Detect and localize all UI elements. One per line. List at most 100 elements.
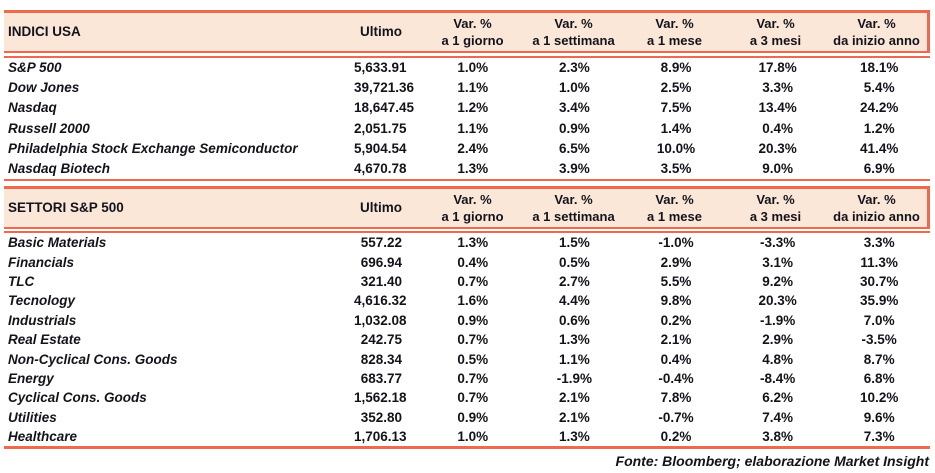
ultimo-column-header: Ultimo <box>360 199 402 215</box>
pct-value: 1.2% <box>863 120 895 136</box>
var-1-giorno-column-header: Var. % a 1 giorno <box>422 15 523 49</box>
table-row: Tecnology 4,616.32 1.6% 4.4% 9.8% 20.3% 35.9% <box>4 291 930 310</box>
row-label: Real Estate <box>8 332 81 348</box>
row-label: Cyclical Cons. Goods <box>8 390 147 406</box>
pct-value: 17.8% <box>758 60 797 76</box>
ultimo-value: 1,706.13 <box>354 429 407 445</box>
pct-value: -8.4% <box>759 371 796 387</box>
pct-value: 11.3% <box>860 254 898 270</box>
pct-value: 4.8% <box>762 351 793 367</box>
var-inizio-anno-column-header: Var. % da inizio anno <box>826 15 927 49</box>
table-row: Utilities 352.80 0.9% 2.1% -0.7% 7.4% 9.6% <box>4 408 930 427</box>
column-header-line1: Var. % <box>453 16 492 31</box>
pct-value: 6.9% <box>863 161 895 177</box>
table-row: TLC 321.40 0.7% 2.7% 5.5% 9.2% 30.7% <box>4 272 930 291</box>
header-double-divider <box>4 51 930 58</box>
pct-value: 0.4% <box>457 254 489 270</box>
column-header-line1: Var. % <box>453 191 492 207</box>
pct-value: 0.9% <box>457 312 489 328</box>
pct-value: 3.3% <box>863 235 895 251</box>
indici-usa-title: INDICI USA <box>8 24 81 39</box>
table-row: Cyclical Cons. Goods 1,562.18 0.7% 2.1% 7.8%… <box>4 388 930 407</box>
ultimo-value: 683.77 <box>360 371 402 387</box>
pct-value: 1.5% <box>559 235 590 251</box>
column-header-line1: Var. % <box>554 191 593 207</box>
pct-value: 5.5% <box>660 274 692 290</box>
table-row: S&P 500 5,633.91 1.0% 2.3% 8.9% 17.8% 18.1% <box>4 58 930 78</box>
pct-value: 6.5% <box>559 140 590 156</box>
column-header-line2: da inizio anno <box>833 33 920 48</box>
pct-value: 0.7% <box>457 371 489 387</box>
ultimo-value: 557.22 <box>360 235 402 251</box>
row-label: Utilities <box>8 409 57 425</box>
column-header-line1: Var. % <box>857 191 896 207</box>
pct-value: 0.2% <box>660 312 692 328</box>
var-1-giorno-column-header: Var. % a 1 giorno <box>422 191 523 225</box>
settori-header-row: SETTORI S&P 500 Ultimo Var. % a 1 giorno… <box>4 185 930 227</box>
pct-value: 5.4% <box>863 80 895 96</box>
var-1-settimana-column-header: Var. % a 1 settimana <box>523 191 624 225</box>
column-header-line2: a 3 mesi <box>749 208 802 224</box>
column-header-line2: a 1 mese <box>647 33 702 48</box>
ultimo-value: 1,562.18 <box>354 390 407 406</box>
indici-usa-body: S&P 500 5,633.91 1.0% 2.3% 8.9% 17.8% 18.1% Dow… <box>4 58 930 179</box>
ultimo-value: 1,032.08 <box>354 312 407 328</box>
pct-value: 2.9% <box>762 332 793 348</box>
row-label: Energy <box>8 371 54 387</box>
column-header-line2: da inizio anno <box>833 208 920 224</box>
ultimo-value: 5,633.91 <box>354 60 407 76</box>
pct-value: 0.7% <box>457 390 489 406</box>
pct-value: 0.7% <box>457 274 489 290</box>
pct-value: 1.2% <box>457 100 489 116</box>
pct-value: -3.3% <box>759 235 796 251</box>
table-bottom-divider <box>4 446 930 450</box>
table-row: Basic Materials 557.22 1.3% 1.5% -1.0% -3.3% 3… <box>4 233 930 252</box>
column-header-line2: a 1 settimana <box>532 33 615 48</box>
ultimo-value: 5,904.54 <box>354 140 407 156</box>
pct-value: 1.0% <box>457 429 489 445</box>
pct-value: 7.4% <box>762 409 793 425</box>
pct-value: -3.5% <box>861 332 897 348</box>
pct-value: 2.5% <box>660 80 692 96</box>
pct-value: 1.3% <box>457 235 489 251</box>
pct-value: 7.8% <box>660 390 692 406</box>
var-1-settimana-column-header: Var. % a 1 settimana <box>523 15 624 49</box>
var-3-mesi-column-header: Var. % a 3 mesi <box>725 15 826 49</box>
header-double-divider <box>4 226 930 234</box>
table-row: Real Estate 242.75 0.7% 1.3% 2.1% 2.9% -3.5% <box>4 330 930 349</box>
row-label: Russell 2000 <box>8 120 90 136</box>
pct-value: 35.9% <box>860 293 899 309</box>
column-header-line2: a 1 giorno <box>441 208 504 224</box>
pct-value: -1.0% <box>658 235 694 251</box>
ultimo-value: 18,647.45 <box>354 100 415 116</box>
pct-value: 1.4% <box>660 120 692 136</box>
pct-value: 0.9% <box>457 409 489 425</box>
pct-value: 4.4% <box>559 293 590 309</box>
pct-value: 1.3% <box>457 161 489 177</box>
pct-value: 10.0% <box>656 140 696 156</box>
pct-value: 6.8% <box>863 371 895 387</box>
settori-sp500-table: SETTORI S&P 500 Ultimo Var. % a 1 giorno… <box>4 185 930 450</box>
pct-value: 0.7% <box>457 332 489 348</box>
column-header-line1: Var. % <box>655 191 694 207</box>
pct-value: 3.8% <box>762 429 793 445</box>
pct-value: 9.2% <box>762 274 793 290</box>
column-header-line2: a 3 mesi <box>749 33 802 48</box>
indici-usa-header-row: INDICI USA Ultimo Var. % a 1 giorno Var.… <box>4 10 930 51</box>
pct-value: 1.6% <box>457 293 489 309</box>
pct-value: 13.4% <box>758 100 797 116</box>
pct-value: 24.2% <box>860 100 899 116</box>
row-label: Nasdaq <box>8 100 57 116</box>
pct-value: -0.4% <box>658 371 694 387</box>
table-bottom-divider <box>4 178 930 181</box>
row-label: S&P 500 <box>8 60 62 76</box>
pct-value: 0.2% <box>660 429 692 445</box>
ultimo-value: 321.40 <box>360 274 402 290</box>
table-row: Healthcare 1,706.13 1.0% 1.3% 0.2% 3.8% 7.3% <box>4 427 930 446</box>
pct-value: 18.1% <box>860 60 899 76</box>
ultimo-value: 828.34 <box>360 351 402 367</box>
pct-value: 10.2% <box>860 390 899 406</box>
pct-value: 3.9% <box>559 161 590 177</box>
pct-value: 1.0% <box>559 80 590 96</box>
table-row: Philadelphia Stock Exchange Semiconducto… <box>4 138 930 158</box>
